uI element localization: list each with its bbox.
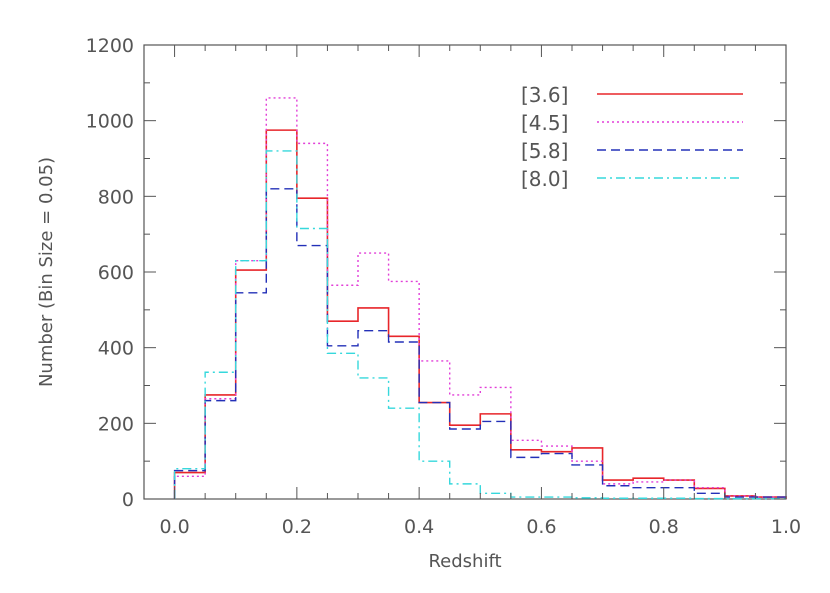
- plot-border: [143, 44, 787, 500]
- series-line-4: [173, 150, 787, 500]
- y-tick-label: 1200: [86, 35, 134, 57]
- legend: [3.6] [4.5] [5.8] [8.0]: [521, 83, 743, 191]
- x-axis: 0.0 0.2 0.4 0.6 0.8 1.0: [143, 45, 801, 538]
- x-tick-label: 0.8: [649, 516, 679, 538]
- y-tick-label: 800: [98, 186, 134, 208]
- x-tick-label: 1.0: [771, 516, 801, 538]
- x-tick-label: 0.6: [526, 516, 556, 538]
- y-tick-label: 1000: [86, 111, 134, 133]
- plot-frame: [143, 44, 787, 500]
- x-axis-title: Redshift: [428, 551, 501, 572]
- legend-label: [5.8]: [521, 139, 568, 163]
- y-tick-label: 400: [98, 338, 134, 360]
- x-tick-label: 0.2: [282, 516, 312, 538]
- y-tick-label: 0: [122, 489, 134, 511]
- y-axis-title: Number (Bin Size = 0.05): [36, 157, 57, 387]
- legend-label: [3.6]: [521, 83, 568, 107]
- y-tick-label: 200: [98, 413, 134, 435]
- series-layer: [144, 97, 787, 500]
- x-tick-label: 0.0: [159, 516, 189, 538]
- y-tick-label: 600: [98, 262, 134, 284]
- series-line-3: [173, 188, 787, 499]
- y-axis: 0 200 400 600 800 1000 1200: [86, 35, 786, 511]
- x-tick-label: 0.4: [404, 516, 434, 538]
- series-line-2: [173, 97, 787, 499]
- legend-label: [4.5]: [521, 111, 568, 135]
- legend-label: [8.0]: [521, 167, 568, 191]
